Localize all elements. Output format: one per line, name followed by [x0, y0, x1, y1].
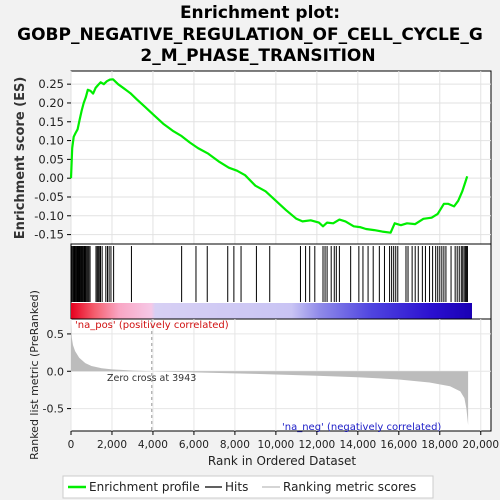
ranked-y-tick-label: 0.5	[47, 328, 65, 341]
x-tick-label: 4,000	[138, 439, 168, 451]
title-line-3: 2_M_PHASE_TRANSITION	[140, 46, 375, 66]
zero-cross-label: Zero cross at 3943	[107, 373, 196, 384]
legend-box	[62, 475, 434, 499]
x-tick-label: 16,000	[380, 439, 417, 451]
es-panel-frame	[70, 70, 492, 245]
legend-label-enrichment-profile: Enrichment profile	[89, 480, 200, 494]
x-tick-label: 0	[68, 439, 75, 451]
es-y-tick-label: 0.20	[38, 96, 64, 110]
es-y-axis-label: Enrichment score (ES)	[13, 77, 28, 240]
chart-title: Enrichment plot: GOBP_NEGATIVE_REGULATIO…	[17, 3, 483, 66]
legend: Enrichment profile Hits Ranking metric s…	[62, 475, 434, 499]
es-panel: 0.250.200.150.100.050.00-0.05-0.10-0.15 …	[13, 70, 492, 245]
es-y-tick-label: 0.05	[38, 152, 64, 166]
es-y-tick-label: 0.00	[38, 171, 64, 185]
neg-correlated-label: 'na_neg' (negatively correlated)	[282, 422, 441, 433]
ranked-y-tick-label: 0.0	[47, 365, 65, 378]
title-line-2: GOBP_NEGATIVE_REGULATION_OF_CELL_CYCLE_G	[17, 25, 483, 45]
ranking-metric-area	[71, 322, 469, 425]
ranked-panel: 0.5 0.0 -0.5 'na_pos' (positively correlat…	[28, 290, 492, 460]
rank-color-bar	[71, 303, 472, 319]
x-tick-label: 20,000	[462, 439, 499, 451]
enrichment-profile-line	[69, 78, 469, 234]
es-y-tick-label: 0.25	[38, 77, 64, 91]
legend-label-hits: Hits	[225, 480, 248, 494]
es-y-tick-label: 0.15	[38, 115, 64, 129]
x-axis-ticks: 0 2,000 4,000 6,000 8,000 10,000 12,000 14,000 1…	[68, 431, 499, 451]
title-line-1: Enrichment plot:	[180, 3, 340, 23]
ranked-y-ticks: 0.5 0.0 -0.5	[43, 328, 71, 416]
es-y-ticks: 0.25 0.20 0.15 0.10 0.05 0.00 -0.05 -0.10 -0.15	[34, 77, 71, 242]
legend-label-ranking-metric: Ranking metric scores	[283, 480, 416, 494]
x-tick-label: 6,000	[179, 439, 209, 451]
x-tick-label: 2,000	[97, 439, 127, 451]
x-tick-label: 12,000	[298, 439, 335, 451]
es-y-tick-label: -0.10	[34, 209, 64, 223]
es-y-tick-label: -0.15	[34, 228, 64, 242]
ranked-y-tick-label: -0.5	[43, 403, 64, 416]
ranked-y-axis-label: Ranked list metric (PreRanked)	[28, 290, 41, 460]
hits-panel	[70, 243, 492, 320]
pos-correlated-label: 'na_pos' (positively correlated)	[75, 320, 229, 331]
es-y-tick-label: -0.05	[34, 190, 64, 204]
es-y-tick-label: 0.10	[38, 134, 64, 148]
x-tick-label: 18,000	[421, 439, 458, 451]
x-tick-label: 8,000	[220, 439, 250, 451]
x-tick-label: 10,000	[258, 439, 295, 451]
x-axis-label: Rank in Ordered Dataset	[208, 454, 356, 468]
hit-lines	[70, 246, 468, 302]
x-tick-label: 14,000	[339, 439, 376, 451]
